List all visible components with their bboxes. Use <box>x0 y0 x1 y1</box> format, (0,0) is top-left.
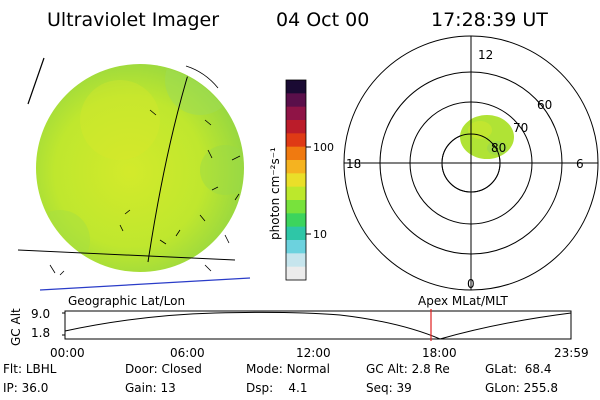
colorbar-segment <box>286 173 306 188</box>
colorbar-unit-label: photon cm⁻²s⁻¹ <box>268 147 282 240</box>
colorbar-segment <box>286 213 306 228</box>
mlat-label-80: 80 <box>491 141 506 155</box>
colorbar-segment <box>286 106 306 121</box>
earth-image[interactable] <box>17 45 251 291</box>
mode-readout: Mode: Normal <box>246 362 330 376</box>
orbit-timeline[interactable] <box>62 309 572 341</box>
colorbar-segment <box>286 80 306 94</box>
x-tick-0600: 06:00 <box>170 346 205 360</box>
door-readout: Door: Closed <box>125 362 202 376</box>
x-tick-0000: 00:00 <box>50 346 85 360</box>
colorbar-segment <box>286 93 306 108</box>
x-tick-2359: 23:59 <box>554 346 589 360</box>
geographic-coords-title: Geographic Lat/Lon <box>68 294 185 308</box>
mlt-label-6: 6 <box>576 157 584 171</box>
colorbar-segment <box>286 133 306 148</box>
altitude-axis-label: GC Alt <box>9 308 23 346</box>
colorbar-frame <box>285 79 307 281</box>
meridian-line <box>147 67 191 263</box>
colorbar-segment <box>286 160 306 174</box>
earth-disk <box>36 64 244 272</box>
glon-readout: GLon: 255.8 <box>485 381 558 395</box>
polar-plot[interactable]: 12 18 6 0 60 70 80 <box>343 35 599 291</box>
mlat-label-60: 60 <box>537 98 552 112</box>
glat-readout: GLat: 68.4 <box>485 362 552 376</box>
colorbar-segment <box>286 200 306 214</box>
filter-readout: Flt: LBHL <box>3 362 57 376</box>
colorbar-label-10: 10 <box>313 228 327 241</box>
mlt-label-18: 18 <box>346 157 361 171</box>
dsp-readout: Dsp: 4.1 <box>246 381 308 395</box>
time-label: 17:28:39 UT <box>431 9 548 31</box>
color-scale-bar <box>286 80 306 281</box>
gain-readout: Gain: 13 <box>125 381 176 395</box>
y-tick-low: 1.8 <box>31 326 50 340</box>
x-tick-1200: 12:00 <box>296 346 331 360</box>
colorbar-label-100: 100 <box>313 141 334 154</box>
blue-limb-line <box>39 277 251 291</box>
mlat-label-70: 70 <box>513 121 528 135</box>
colorbar-segment <box>286 146 306 161</box>
ip-readout: IP: 36.0 <box>3 381 49 395</box>
colorbar-segment <box>286 120 306 134</box>
date-label: 04 Oct 00 <box>276 9 370 31</box>
seq-readout: Seq: 39 <box>366 381 412 395</box>
x-tick-1800: 18:00 <box>422 346 457 360</box>
mlt-label-12: 12 <box>478 48 493 62</box>
timeline-frame <box>64 310 572 340</box>
colorbar-segment <box>286 186 306 201</box>
gc-alt-readout: GC Alt: 2.8 Re <box>366 362 450 376</box>
colorbar-segment <box>286 240 306 254</box>
y-tick-high: 9.0 <box>31 307 50 321</box>
colorbar-segment <box>286 253 306 268</box>
apex-coords-title: Apex MLat/MLT <box>418 294 508 308</box>
graticule-segment <box>27 57 45 105</box>
coastline-marks <box>49 109 241 276</box>
colorbar-segment <box>286 226 306 241</box>
coast-fragment <box>185 65 219 89</box>
mlt-label-0: 0 <box>467 277 475 291</box>
altitude-curve <box>64 311 572 340</box>
colorbar-segment <box>286 266 306 281</box>
horizon-line <box>17 249 236 261</box>
instrument-title: Ultraviolet Imager <box>47 9 220 31</box>
